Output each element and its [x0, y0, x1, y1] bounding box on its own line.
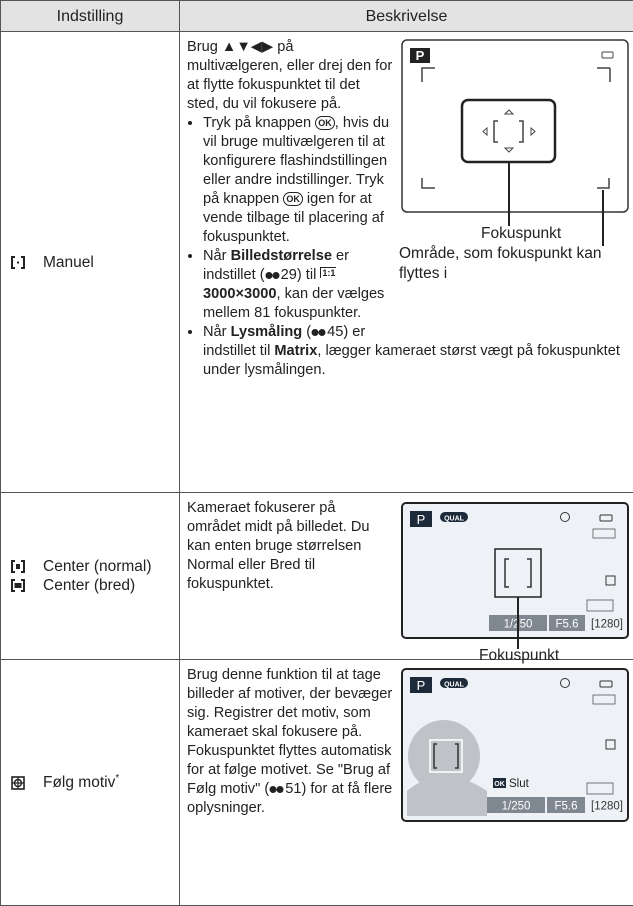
text: (: [302, 324, 312, 340]
figure-label: Fokuspunkt: [479, 647, 560, 664]
setting-cell: Center (normal) Center (bred): [0, 492, 180, 660]
text: , hvis du vil bruge multivælgeren til at…: [203, 115, 390, 207]
ref-icon: [269, 786, 284, 793]
page-ref: 45: [311, 324, 343, 340]
ref-icon: [265, 272, 280, 279]
text: Når: [203, 248, 231, 264]
bullet: Når Billedstørrelse er indstillet (29) t…: [203, 247, 629, 323]
bullet-list: Tryk på knappen OK, hvis du vil bruge mu…: [187, 114, 629, 380]
text: igen for at vende tilbage til placering …: [203, 191, 384, 245]
setting-name: Center (bred): [43, 577, 136, 594]
bold-text: Matrix: [274, 343, 318, 359]
description-cell: P QUAL OK Slut 1/250 F5.6 [1280]: [179, 659, 633, 906]
ref-page: 45: [327, 324, 344, 340]
text: , lægger kameraet størst vægt på fokuspu…: [203, 343, 620, 378]
center-wide-icon: [11, 579, 25, 592]
setting-cell: Manuel: [0, 31, 180, 493]
text: ) er indstillet til: [203, 324, 366, 359]
quality: QUAL: [444, 682, 465, 689]
description-cell: P QUAL 1/250 F5.6 [1280] Fokuspunkt Kame…: [179, 492, 633, 664]
setting-name: Manuel: [43, 253, 94, 271]
ok-icon: OK: [315, 116, 335, 130]
page-ref: 29: [265, 267, 297, 283]
bullet: Tryk på knappen OK, hvis du vil bruge mu…: [203, 114, 629, 247]
mode: P: [417, 512, 426, 527]
text: ) til: [296, 267, 321, 283]
text: , kan der vælges mellem 81 fokuspunkter.: [203, 286, 385, 321]
ref-icon: [311, 329, 326, 336]
setting-cell: Følg motiv*: [0, 659, 180, 906]
setting: Følg motiv*: [1, 773, 179, 792]
figure-label: Fokuspunkt: [481, 225, 562, 242]
setting: Center (bred): [1, 576, 179, 595]
manual-icon: [11, 255, 25, 269]
text: Når: [203, 324, 231, 340]
header-setting: Indstilling: [0, 0, 180, 32]
bold-text: Lysmåling: [230, 324, 303, 340]
bullet: Når Lysmåling (45) er indstillet til Mat…: [203, 323, 629, 380]
figure: P QUAL 1/250 F5.6 [1280] Fokuspunkt: [397, 499, 629, 664]
text: Brug denne funktion til at tage billeder…: [187, 667, 393, 797]
aspect-icon: 1:1: [320, 267, 337, 278]
shots: [1280]: [591, 619, 623, 631]
intro: Kameraet fokuserer på området midt på bi…: [187, 500, 370, 592]
camera-screen: P QUAL 1/250 F5.6 [1280]: [401, 502, 629, 649]
page-ref: 51: [269, 781, 301, 797]
footnote-mark: *: [115, 772, 120, 784]
ref-page: 51: [285, 781, 302, 797]
focus-diagram: P: [401, 39, 629, 246]
row: Manuel P Fokuspunkt Område, som fokuspun…: [0, 31, 633, 493]
ok-icon: OK: [283, 192, 303, 206]
shots: [1280]: [591, 801, 623, 813]
figure-label: Område, som fokuspunkt kan flyttes i: [399, 245, 602, 282]
shutter: 1/250: [502, 801, 531, 813]
figure: P QUAL OK Slut 1/250 F5.6 [1280]: [397, 666, 629, 826]
quality: QUAL: [444, 516, 465, 523]
intro: Brug ▲▼◀▶ på multivælgeren, eller drej d…: [187, 39, 393, 112]
setting-name: Center (normal): [43, 558, 152, 575]
setting-name: Følg motiv: [43, 774, 116, 791]
description-cell: P Fokuspunkt Område, som fokuspunkt kan …: [179, 31, 633, 493]
mode: P: [417, 678, 426, 693]
text: er indstillet (: [203, 248, 349, 283]
row: Følg motiv* P QUAL OK Slut: [0, 659, 633, 906]
bold-text: 3000×3000: [203, 286, 277, 302]
figure: P Fokuspunkt Område, som fokuspunkt kan …: [397, 38, 629, 328]
header-row: Indstilling Beskrivelse: [0, 0, 633, 32]
camera-screen: P QUAL OK Slut 1/250 F5.6 [1280]: [401, 668, 629, 822]
setting: Manuel: [1, 253, 179, 272]
end-label: Slut: [509, 778, 530, 790]
text: ) for at få flere oplysninger.: [187, 781, 393, 816]
aperture: F5.6: [554, 801, 577, 813]
header-description: Beskrivelse: [179, 0, 633, 32]
text: Tryk på knappen: [203, 115, 316, 131]
bold-text: Billedstørrelse: [230, 248, 332, 264]
setting: Center (normal): [1, 557, 179, 576]
follow-icon: [11, 776, 25, 790]
ok-icon: OK: [494, 781, 505, 788]
mode: P: [416, 48, 425, 63]
intro: Brug denne funktion til at tage billeder…: [187, 666, 629, 818]
aperture: F5.6: [555, 619, 578, 631]
ref-page: 29: [280, 267, 297, 283]
center-normal-icon: [11, 560, 25, 573]
row: Center (normal) Center (bred) P QUAL: [0, 492, 633, 664]
